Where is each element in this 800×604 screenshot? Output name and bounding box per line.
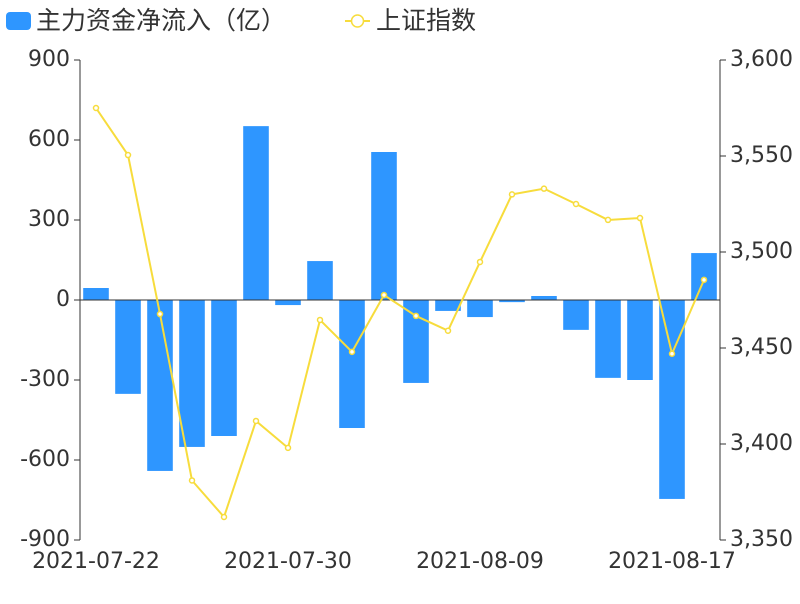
y2-tick-label: 3,600 — [730, 47, 793, 72]
bar — [531, 296, 557, 300]
line-point — [316, 316, 324, 324]
line-point — [412, 312, 420, 320]
bar — [403, 300, 429, 383]
line — [95, 107, 705, 519]
y-tick-label: -900 — [20, 527, 70, 552]
y2-tick-label: 3,550 — [730, 143, 793, 168]
y2-tick-label: 3,450 — [730, 335, 793, 360]
legend-label: 主力资金净流入（亿） — [36, 6, 286, 35]
line-point — [700, 276, 708, 284]
line-point — [284, 444, 292, 452]
y-tick-label: -600 — [20, 447, 70, 472]
line-point — [540, 185, 548, 192]
x-tick-label: 2021-07-30 — [224, 549, 352, 574]
y-tick-label: -300 — [20, 367, 70, 392]
bar — [147, 300, 173, 471]
legend-swatch — [6, 12, 31, 30]
line-point — [444, 327, 452, 334]
line-point — [348, 348, 356, 356]
x-tick-label: 2021-07-22 — [32, 549, 160, 574]
bar — [179, 300, 205, 447]
bar — [563, 300, 589, 330]
bar — [307, 261, 333, 300]
bar — [595, 300, 621, 378]
bar — [115, 300, 141, 394]
line-point — [188, 477, 196, 484]
bar — [371, 152, 397, 300]
bar — [211, 300, 237, 436]
line-point — [124, 151, 132, 159]
bar — [83, 288, 109, 300]
line-point — [252, 417, 260, 425]
line-point — [636, 214, 644, 222]
line-point — [668, 350, 676, 358]
line-point — [156, 310, 164, 318]
line-point — [220, 513, 228, 521]
bar — [627, 300, 653, 380]
bar — [275, 300, 301, 306]
x-tick-label: 2021-08-17 — [608, 549, 736, 574]
legend-swatch — [350, 14, 365, 28]
y2-tick-label: 3,500 — [730, 239, 793, 264]
bar — [499, 300, 525, 303]
line-point — [92, 104, 100, 112]
line-point — [508, 191, 516, 198]
bar — [339, 300, 365, 428]
y-tick-label: 900 — [28, 47, 70, 72]
bar — [659, 300, 685, 499]
bar — [467, 300, 493, 318]
line-point — [572, 200, 580, 208]
y-tick-label: 0 — [56, 287, 70, 312]
x-tick-label: 2021-08-09 — [416, 549, 544, 574]
line-point — [380, 291, 388, 299]
legend-label: 上证指数 — [376, 6, 476, 35]
bar — [243, 126, 269, 300]
line-point — [476, 258, 484, 266]
y2-tick-label: 3,400 — [730, 431, 793, 456]
bar — [691, 253, 717, 300]
y-tick-label: 600 — [28, 127, 70, 152]
y-tick-label: 300 — [28, 207, 70, 232]
bar — [435, 300, 461, 311]
line-point — [604, 216, 612, 224]
y2-tick-label: 3,350 — [730, 527, 793, 552]
